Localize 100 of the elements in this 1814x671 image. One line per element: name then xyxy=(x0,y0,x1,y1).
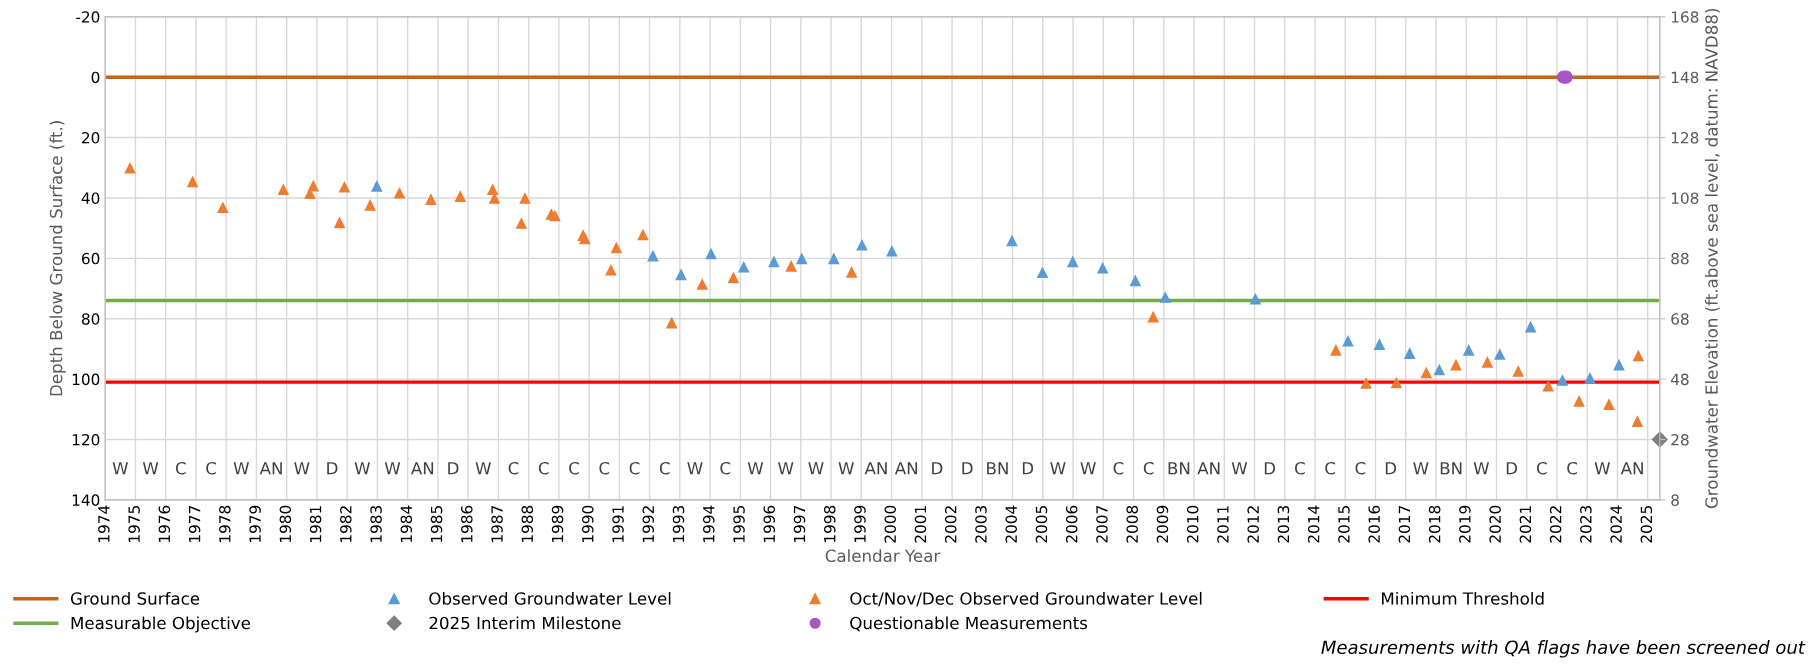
x-tick-label: 2018 xyxy=(1428,505,1441,543)
point xyxy=(1420,366,1433,379)
point xyxy=(856,238,868,251)
x-tick-label: 1988 xyxy=(521,505,534,542)
point xyxy=(304,187,316,199)
x-tick-label: 1977 xyxy=(188,506,201,542)
x-tick-label: 2025 xyxy=(1640,506,1653,543)
annotation: W xyxy=(142,462,159,475)
point xyxy=(605,264,617,276)
x-tick-label: 1994 xyxy=(702,505,715,542)
annotation: W xyxy=(294,462,310,475)
legend-label: Questionable Measurements xyxy=(850,616,1088,632)
x-tick-label: 2002 xyxy=(944,506,957,543)
annotation: W xyxy=(384,462,401,475)
annotation: W xyxy=(1231,462,1248,475)
point xyxy=(454,190,467,202)
x-tick-label: 1989 xyxy=(551,505,564,542)
annotation: C xyxy=(508,461,519,475)
point xyxy=(1373,338,1386,350)
annotation: AN xyxy=(410,462,434,475)
x-tick-label: 1980 xyxy=(279,505,292,542)
annotation: AN xyxy=(1197,462,1220,475)
point xyxy=(1433,363,1446,376)
point xyxy=(1556,374,1569,386)
annotation: D xyxy=(1022,462,1034,475)
x-tick-label: 2020 xyxy=(1489,505,1501,543)
point xyxy=(186,175,199,188)
y2-axis-title: Groundwater Elevation (ft.above sea level, datum: NAVD88) xyxy=(1704,8,1720,509)
point xyxy=(886,244,898,257)
y2-tick-label: 128 xyxy=(1671,132,1699,144)
point xyxy=(1342,334,1354,347)
y-tick-label: 60 xyxy=(81,252,100,265)
y2-tick-label: 48 xyxy=(1670,373,1689,386)
x-tick-label: 2009 xyxy=(1156,505,1169,543)
annotation: W xyxy=(475,462,491,475)
annotation: C xyxy=(659,461,670,475)
point xyxy=(519,192,531,204)
annotation: C xyxy=(206,461,216,475)
point xyxy=(1390,376,1403,389)
x-tick-label: 2004 xyxy=(1005,505,1017,543)
point xyxy=(795,252,808,265)
x-tick-label: 2024 xyxy=(1610,505,1622,543)
point xyxy=(1542,379,1555,392)
point xyxy=(1481,356,1494,368)
point xyxy=(579,232,591,245)
point xyxy=(277,183,290,195)
point xyxy=(1330,344,1342,356)
x-tick-label: 2000 xyxy=(884,505,897,543)
point xyxy=(1603,398,1615,410)
x-tick-label: 1985 xyxy=(430,506,443,542)
y-tick-label: 80 xyxy=(81,313,100,325)
y-tick-label: 140 xyxy=(72,494,100,506)
point xyxy=(675,268,687,281)
x-tick-label: 2015 xyxy=(1338,506,1350,543)
x-tick-label: 2008 xyxy=(1126,505,1138,543)
annotation: W xyxy=(747,462,764,475)
y2-tick-label: 148 xyxy=(1671,71,1699,84)
legend-label: Ground Surface xyxy=(70,591,200,605)
point xyxy=(486,183,499,195)
point xyxy=(338,180,351,193)
x-tick-label: 2001 xyxy=(914,506,927,543)
annotation: D xyxy=(1385,462,1397,475)
point xyxy=(1632,349,1645,362)
x-tick-label: 1981 xyxy=(309,506,322,542)
annotation: BN xyxy=(987,462,1008,475)
x-tick-label: 1998 xyxy=(823,505,836,542)
annotation: D xyxy=(962,462,973,475)
x-tick-label: 2011 xyxy=(1217,506,1229,543)
point xyxy=(1631,415,1644,427)
y-tick-label: 20 xyxy=(82,132,100,144)
annotation: C xyxy=(1536,461,1547,475)
annotation: W xyxy=(1050,462,1066,475)
point xyxy=(1462,344,1475,356)
point xyxy=(1494,348,1506,360)
point xyxy=(1584,372,1596,384)
x-axis-title: Calendar Year xyxy=(825,549,941,563)
x-tick-label: 1983 xyxy=(370,505,382,542)
x-tick-label: 1990 xyxy=(582,505,594,542)
annotation: W xyxy=(1413,462,1429,475)
annotation: W xyxy=(1473,462,1490,475)
annotation: BN xyxy=(1168,462,1190,475)
point xyxy=(425,193,437,205)
y2-tick-label: 28 xyxy=(1671,433,1689,446)
x-tick-label: 1991 xyxy=(612,506,624,542)
point xyxy=(364,199,376,211)
x-tick-label: 1974 xyxy=(98,505,110,542)
x-tick-label: 1975 xyxy=(128,506,140,542)
x-tick-label: 2014 xyxy=(1307,505,1320,543)
point xyxy=(217,201,229,214)
x-tick-label: 2016 xyxy=(1368,505,1380,543)
annotation: C xyxy=(1355,461,1366,475)
y-tick-label: -20 xyxy=(76,11,100,23)
annotation: W xyxy=(1594,462,1611,475)
y2-tick-label: 108 xyxy=(1671,192,1699,204)
x-tick-label: 1993 xyxy=(672,505,685,542)
annotation: AN xyxy=(864,462,887,475)
annotation: W xyxy=(233,462,250,475)
annotation: D xyxy=(1264,462,1276,475)
point xyxy=(610,241,623,254)
annotation: C xyxy=(538,461,549,475)
